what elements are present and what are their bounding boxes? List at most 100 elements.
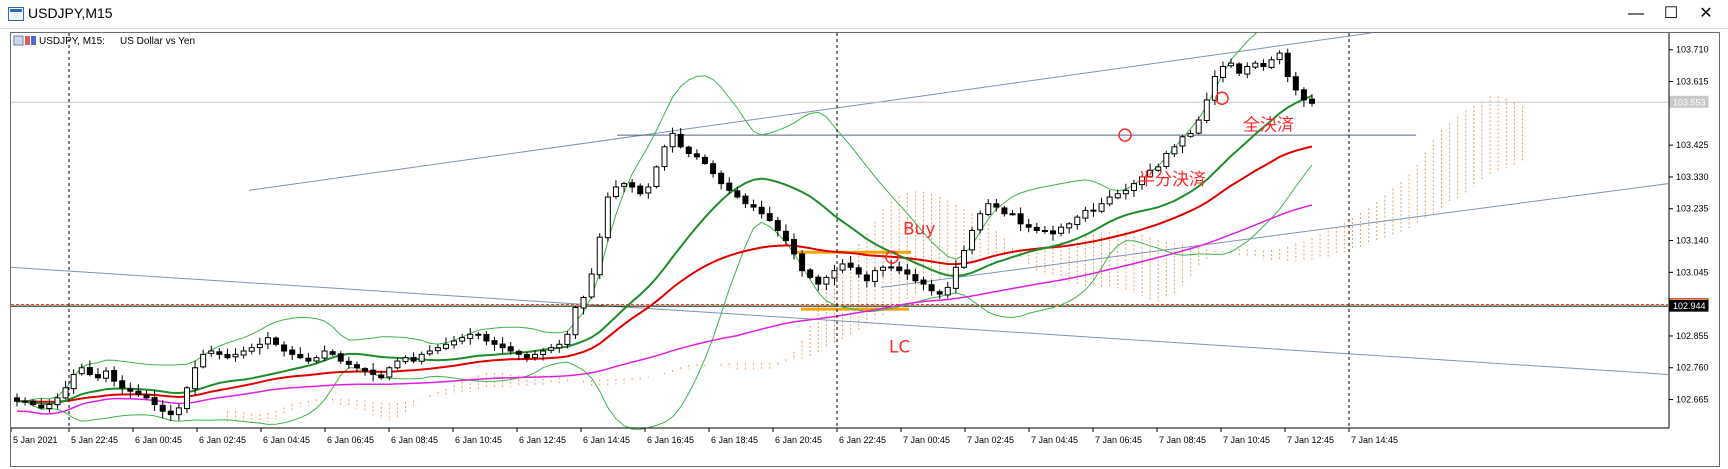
time-tick-label: 7 Jan 14:45: [1351, 435, 1398, 445]
chart-menu-icon[interactable]: [13, 35, 24, 46]
candle-body: [491, 340, 498, 345]
candle-body: [78, 367, 85, 375]
candle-body: [1211, 76, 1218, 101]
long-ma-line: [17, 204, 1313, 415]
candle-body: [1203, 99, 1210, 121]
time-tick-label: 6 Jan 14:45: [583, 435, 630, 445]
candle-body: [920, 279, 927, 285]
candle-body: [604, 196, 611, 239]
annotation-label: 全決済: [1243, 116, 1294, 136]
candle-body: [831, 270, 838, 279]
close-button[interactable]: ✕: [1699, 5, 1713, 22]
candle-body: [1268, 59, 1275, 68]
time-tick-label: 6 Jan 04:45: [263, 435, 310, 445]
candle-body: [1236, 63, 1243, 74]
candle-body: [442, 343, 449, 349]
candle-body: [1195, 119, 1202, 134]
candle-body: [192, 367, 199, 390]
candle-body: [264, 337, 271, 345]
time-tick-label: 7 Jan 06:45: [1095, 435, 1142, 445]
candle-body: [1074, 216, 1081, 225]
time-tick-label: 6 Jan 22:45: [839, 435, 886, 445]
candle-body: [1309, 98, 1315, 104]
time-tick-label: 7 Jan 12:45: [1287, 435, 1334, 445]
candle-body: [1244, 65, 1251, 75]
candle-body: [572, 306, 579, 336]
candle-body: [1155, 166, 1162, 171]
candle-body: [208, 350, 215, 354]
candle-body: [863, 274, 870, 282]
candle-body: [353, 364, 360, 369]
candle-body: [305, 357, 312, 362]
candle-body: [847, 262, 854, 268]
candle-body: [839, 263, 846, 271]
bollinger-bands: [17, 33, 1313, 430]
candle-body: [880, 266, 887, 271]
time-tick-label: 6 Jan 00:45: [135, 435, 182, 445]
candle-body: [38, 404, 45, 409]
annotation-label: LC: [889, 337, 910, 357]
candle-body: [855, 267, 862, 275]
candle-body: [54, 397, 61, 406]
candle-body: [1066, 223, 1073, 229]
time-tick-label: 6 Jan 20:45: [775, 435, 822, 445]
candle-body: [1147, 169, 1154, 177]
candle-body: [507, 346, 514, 352]
time-tick-label: 6 Jan 06:45: [327, 435, 374, 445]
candle-body: [475, 333, 482, 336]
time-tick-label: 7 Jan 08:45: [1159, 435, 1206, 445]
candle-body: [677, 133, 684, 148]
candle-body: [629, 182, 636, 188]
trendlines[interactable]: [11, 33, 1669, 375]
candle-body: [175, 407, 182, 416]
chart-canvas[interactable]: Buy LC 半分決済 全決済 103.710 103.615 103.425 103.33…: [11, 33, 1719, 466]
trendline[interactable]: [880, 183, 1669, 288]
candle-body: [912, 274, 919, 282]
trendline[interactable]: [248, 33, 1372, 191]
symbol-description: US Dollar vs Yen: [120, 36, 195, 47]
candle-body: [750, 204, 757, 208]
chart-buy-icon[interactable]: [31, 36, 36, 45]
candle-body: [345, 360, 352, 365]
candle-body: [815, 276, 822, 285]
window-titlebar: USDJPY,M15 — ☐ ✕: [0, 0, 1728, 29]
candle-body: [612, 186, 619, 197]
candle-body: [135, 390, 142, 396]
candle-body: [329, 351, 336, 355]
candle-body: [1058, 226, 1065, 234]
candle-body: [62, 387, 69, 399]
candle-body: [483, 333, 490, 342]
candle-body: [46, 404, 53, 409]
time-tick-label: 7 Jan 04:45: [1031, 435, 1078, 445]
candle-body: [564, 333, 571, 345]
candle-body: [977, 213, 984, 231]
chart-sell-icon[interactable]: [25, 36, 30, 45]
candle-body: [734, 190, 741, 198]
chart-window-icon: [8, 7, 24, 21]
candle-body: [540, 350, 547, 355]
annotation-label: Buy: [903, 220, 936, 240]
candle-body: [1179, 136, 1186, 147]
trendline[interactable]: [11, 266, 1669, 375]
candle-body: [532, 353, 538, 359]
maximize-button[interactable]: ☐: [1663, 5, 1679, 22]
chart-frame[interactable]: Buy LC 半分決済 全決済 103.710 103.615 103.425 103.33…: [10, 32, 1720, 467]
candle-body: [799, 253, 806, 272]
candle-body: [313, 357, 320, 362]
candle-body: [216, 351, 223, 355]
candle-body: [1122, 189, 1129, 195]
window-title: USDJPY,M15: [28, 5, 113, 21]
short-ma-line: [17, 94, 1313, 405]
candle-body: [86, 367, 93, 375]
candle-body: [791, 239, 797, 255]
candle-body: [119, 380, 126, 389]
minimize-button[interactable]: —: [1628, 5, 1644, 22]
time-tick-label: 6 Jan 10:45: [455, 435, 502, 445]
price-tick-label: 102.665: [1676, 395, 1709, 405]
candle-body: [159, 404, 166, 412]
chart-header: USDJPY, M15: US Dollar vs Yen: [13, 35, 195, 47]
time-tick-label: 6 Jan 12:45: [519, 435, 566, 445]
candle-body: [661, 146, 668, 168]
candle-body: [523, 353, 530, 359]
time-tick-label: 5 Jan 2021: [13, 435, 58, 445]
